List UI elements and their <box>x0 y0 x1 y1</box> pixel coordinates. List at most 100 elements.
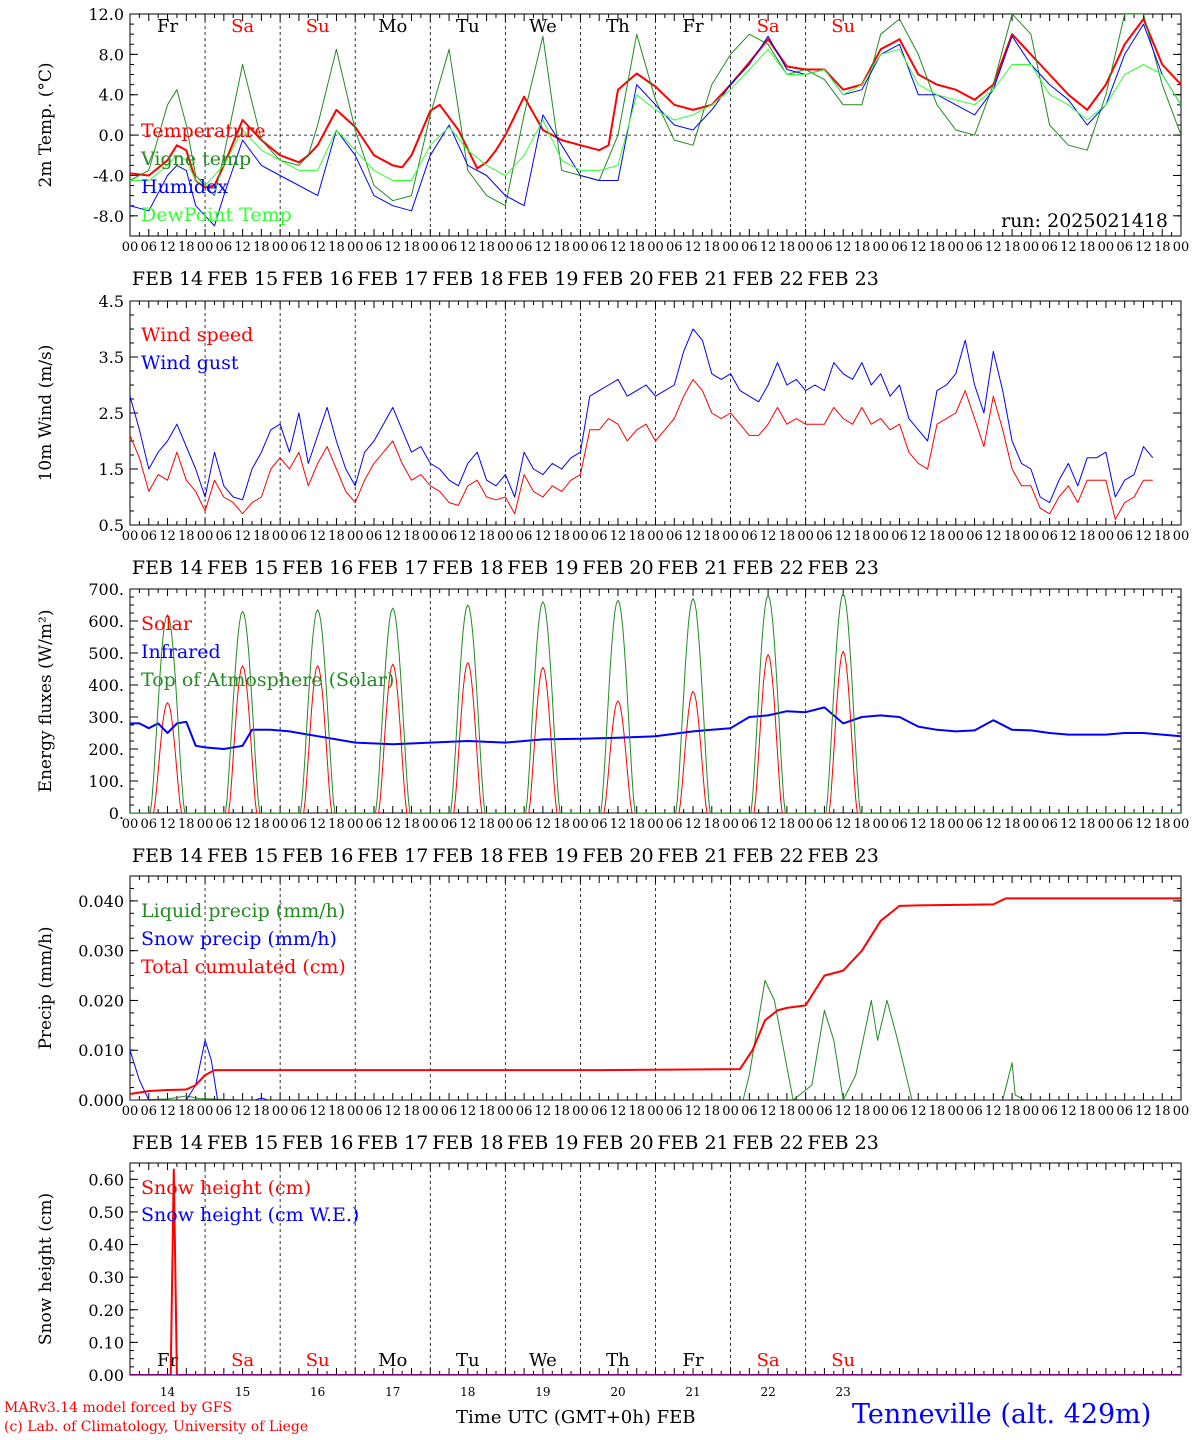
x-hour-label: 12 <box>309 529 326 544</box>
x-hour-label: 06 <box>441 529 458 544</box>
x-hour-label: 00 <box>1098 1104 1115 1119</box>
x-hour-label: 06 <box>741 529 758 544</box>
x-date-label: FEB 15 <box>207 1132 278 1154</box>
x-hour-label: 12 <box>985 529 1002 544</box>
y-tick-label: 8.0 <box>99 45 124 64</box>
day-name-label: Th <box>606 16 630 37</box>
x-hour-label: 18 <box>178 529 195 544</box>
x-day-number-label: 17 <box>385 1385 400 1399</box>
day-name-label: We <box>529 1350 557 1371</box>
x-hour-label: 18 <box>478 1104 495 1119</box>
x-date-label: FEB 21 <box>657 557 728 579</box>
day-name-label: Mo <box>378 1350 407 1371</box>
x-hour-label: 18 <box>328 529 345 544</box>
x-date-label: FEB 16 <box>282 557 353 579</box>
x-hour-label: 06 <box>140 240 157 255</box>
x-hour-label: 12 <box>985 1104 1002 1119</box>
x-hour-label: 18 <box>1004 529 1021 544</box>
y-tick-label: 400. <box>88 676 124 695</box>
day-name-label: Th <box>606 1350 630 1371</box>
day-name-label: Fr <box>157 16 178 37</box>
x-date-label: FEB 22 <box>732 557 803 579</box>
x-date-label: FEB 22 <box>732 268 803 290</box>
x-hour-label: 18 <box>704 817 721 832</box>
x-hour-label: 00 <box>1098 529 1115 544</box>
x-hour-label: 12 <box>910 1104 927 1119</box>
x-hour-label: 00 <box>722 240 739 255</box>
x-day-number-label: 16 <box>310 1385 325 1399</box>
x-hour-label: 18 <box>553 240 570 255</box>
x-hour-label: 06 <box>816 240 833 255</box>
x-hour-label: 00 <box>197 1104 214 1119</box>
x-date-label: FEB 23 <box>808 557 879 579</box>
x-hour-label: 06 <box>216 529 233 544</box>
x-hour-label: 00 <box>497 529 514 544</box>
x-hour-label: 12 <box>1060 1104 1077 1119</box>
day-name-label: We <box>529 16 557 37</box>
x-hour-label: 06 <box>516 529 533 544</box>
y-tick-label: 2.5 <box>99 404 124 423</box>
x-hour-label: 06 <box>891 529 908 544</box>
x-hour-label: 12 <box>309 817 326 832</box>
x-hour-label: 06 <box>966 1104 983 1119</box>
legend-entry: Top of Atmosphere (Solar) <box>141 669 394 691</box>
y-axis-title: 10m Wind (m/s) <box>36 345 56 482</box>
x-hour-label: 00 <box>272 240 289 255</box>
x-hour-label: 06 <box>1041 529 1058 544</box>
y-tick-label: 200. <box>88 740 124 759</box>
x-date-label: FEB 18 <box>432 1132 503 1154</box>
x-hour-label: 18 <box>779 240 796 255</box>
legend-entry: Snow height (cm W.E.) <box>141 1204 359 1226</box>
x-hour-label: 18 <box>704 529 721 544</box>
x-date-label: FEB 17 <box>357 268 428 290</box>
x-day-number-label: 21 <box>685 1385 700 1399</box>
x-hour-label: 00 <box>272 817 289 832</box>
x-date-label: FEB 17 <box>357 1132 428 1154</box>
x-hour-label: 12 <box>610 817 627 832</box>
x-hour-label: 12 <box>1135 240 1152 255</box>
legend-entry: Wind gust <box>141 352 239 374</box>
x-hour-label: 12 <box>685 240 702 255</box>
x-date-label: FEB 21 <box>657 268 728 290</box>
x-hour-label: 18 <box>553 817 570 832</box>
y-tick-label: 3.5 <box>99 348 124 367</box>
x-hour-label: 18 <box>328 240 345 255</box>
x-hour-label: 00 <box>197 240 214 255</box>
day-name-label: Sa <box>231 16 254 37</box>
legend-entry: Snow height (cm) <box>141 1177 311 1199</box>
x-hour-label: 00 <box>1098 240 1115 255</box>
x-hour-label: 18 <box>178 240 195 255</box>
day-name-label: Su <box>831 1350 855 1371</box>
series-line-humidex <box>130 23 1181 227</box>
x-hour-label: 18 <box>628 240 645 255</box>
plot-frame <box>129 300 1182 526</box>
x-hour-label: 18 <box>1004 1104 1021 1119</box>
x-hour-label: 12 <box>384 817 401 832</box>
x-hour-label: 18 <box>704 240 721 255</box>
x-date-label: FEB 23 <box>808 845 879 867</box>
x-hour-label: 00 <box>872 240 889 255</box>
x-hour-label: 12 <box>460 529 477 544</box>
x-hour-label: 00 <box>422 240 439 255</box>
x-hour-label: 06 <box>1116 240 1133 255</box>
x-hour-label: 00 <box>722 817 739 832</box>
y-tick-label: 12.0 <box>88 5 124 24</box>
legend-entry: Solar <box>141 613 193 635</box>
x-hour-label: 18 <box>929 240 946 255</box>
x-hour-label: 18 <box>854 529 871 544</box>
x-hour-label: 18 <box>704 1104 721 1119</box>
x-hour-label: 18 <box>854 1104 871 1119</box>
x-hour-label: 18 <box>1079 529 1096 544</box>
x-hour-label: 06 <box>216 1104 233 1119</box>
x-hour-label: 06 <box>591 817 608 832</box>
legend-entry: Liquid precip (mm/h) <box>141 900 345 922</box>
y-axis-title: Precip (mm/h) <box>36 926 56 1049</box>
day-name-label: Su <box>831 16 855 37</box>
x-hour-label: 06 <box>1041 817 1058 832</box>
x-hour-label: 06 <box>741 817 758 832</box>
x-hour-label: 00 <box>1173 817 1190 832</box>
series-line-temperature <box>130 18 1181 189</box>
x-hour-label: 06 <box>966 529 983 544</box>
x-day-number-label: 20 <box>610 1385 625 1399</box>
x-hour-label: 18 <box>1154 817 1171 832</box>
